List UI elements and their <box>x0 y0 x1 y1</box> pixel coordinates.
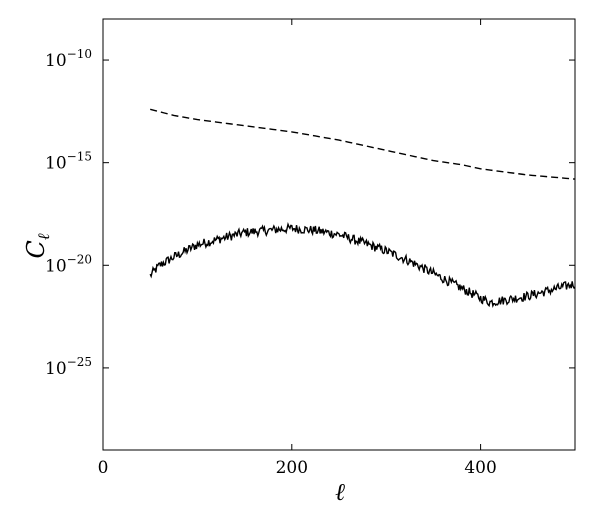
y-tick-label: 10−25 <box>45 355 92 379</box>
y-tick-label-exponent: −20 <box>67 252 92 266</box>
y-tick-label-exponent: −25 <box>67 355 92 369</box>
y-axis-label-main: C <box>22 240 50 258</box>
y-tick-label-base: 10 <box>45 359 67 379</box>
x-tick-label: 400 <box>464 458 496 478</box>
solid-series-line <box>149 221 576 308</box>
plot-frame <box>102 18 576 451</box>
y-tick-label-base: 10 <box>45 51 67 71</box>
y-tick-label-base: 10 <box>45 154 67 174</box>
svg-text:Cℓ: Cℓ <box>22 233 53 258</box>
y-tick-label-exponent: −10 <box>67 47 92 61</box>
series <box>149 108 576 308</box>
y-axis-label: Cℓ <box>22 233 53 258</box>
ticks <box>102 19 575 450</box>
dashed-series-line <box>150 108 576 180</box>
y-tick-label: 10−15 <box>45 150 92 174</box>
y-tick-label: 10−10 <box>45 47 92 71</box>
x-tick-label: 200 <box>276 458 308 478</box>
y-tick-label-exponent: −15 <box>67 150 92 164</box>
y-tick-label: 10−20 <box>45 252 92 276</box>
y-axis-label-subscript: ℓ <box>34 233 53 240</box>
x-axis-label: ℓ <box>335 478 345 506</box>
x-tick-label: 0 <box>98 458 109 478</box>
y-tick-label-base: 10 <box>45 256 67 276</box>
